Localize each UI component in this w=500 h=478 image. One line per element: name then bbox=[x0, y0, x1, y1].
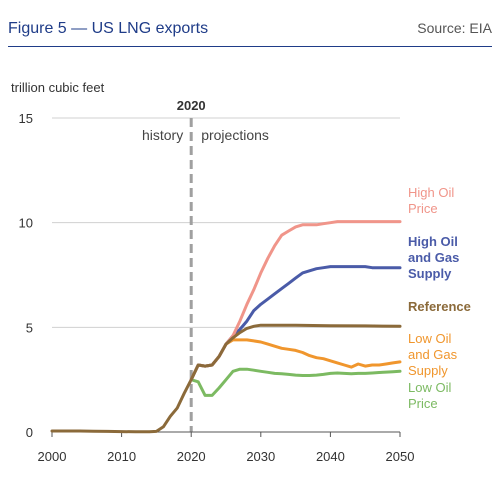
history-line bbox=[50, 378, 193, 434]
series-label-line: Price bbox=[408, 396, 438, 411]
series-label-low-oil-price: Low Oil Price bbox=[408, 380, 451, 411]
y-tick-label-5: 5 bbox=[26, 320, 33, 335]
x-tick-label-2020: 2020 bbox=[177, 449, 206, 464]
y-tick-label-10: 10 bbox=[19, 216, 33, 231]
series-line-high-oil-price bbox=[189, 220, 402, 382]
series-label-line: Supply bbox=[408, 363, 448, 378]
series-label-reference: Reference bbox=[408, 299, 471, 314]
series-label-line: Low Oil bbox=[408, 380, 451, 395]
series-line-high-oil-and-gas-supply bbox=[189, 265, 402, 382]
series-label-line: Price bbox=[408, 201, 438, 216]
x-tick-label-2000: 2000 bbox=[38, 449, 67, 464]
history-projection-divider: 2020 history projections bbox=[142, 98, 269, 432]
y-axis-unit-label: trillion cubic feet bbox=[11, 80, 105, 95]
series-label-high-oil-and-gas-supply: High Oil and Gas Supply bbox=[408, 234, 459, 281]
series-label-line: High Oil bbox=[408, 234, 458, 249]
x-tick-label-2040: 2040 bbox=[316, 449, 345, 464]
x-tick-label-2010: 2010 bbox=[107, 449, 136, 464]
figure-source: Source: EIA bbox=[417, 20, 492, 36]
y-tick-label-15: 15 bbox=[19, 111, 33, 126]
axes: 0 5 10 15 2000 2010 2020 2030 2040 2050 bbox=[19, 111, 415, 464]
divider-year-label: 2020 bbox=[177, 98, 206, 113]
series-label-line: High Oil bbox=[408, 185, 454, 200]
y-tick-label-0: 0 bbox=[26, 425, 33, 440]
history-label: history bbox=[142, 127, 183, 143]
x-tick-label-2050: 2050 bbox=[386, 449, 415, 464]
series-label-line: Low Oil bbox=[408, 331, 451, 346]
header-rule bbox=[8, 46, 492, 47]
series-label-line: and Gas bbox=[408, 347, 458, 362]
series-label-line: Reference bbox=[408, 299, 471, 314]
figure-title: Figure 5 — US LNG exports bbox=[8, 20, 209, 37]
series-lines bbox=[50, 220, 402, 434]
projections-label: projections bbox=[201, 127, 269, 143]
series-line-reference bbox=[189, 323, 402, 382]
series-label-line: Supply bbox=[408, 266, 452, 281]
series-label-low-oil-and-gas-supply: Low Oil and Gas Supply bbox=[408, 331, 458, 378]
figure-header: Figure 5 — US LNG exports Source: EIA bbox=[8, 0, 492, 47]
series-line-low-oil-price bbox=[189, 367, 402, 397]
x-tick-label-2030: 2030 bbox=[246, 449, 275, 464]
series-label-high-oil-price: High Oil Price bbox=[408, 185, 454, 216]
series-label-line: and Gas bbox=[408, 250, 459, 265]
